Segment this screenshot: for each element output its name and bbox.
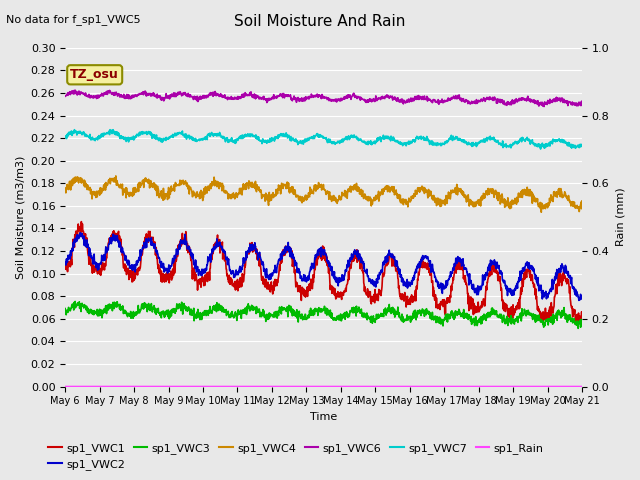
Text: Soil Moisture And Rain: Soil Moisture And Rain (234, 14, 406, 29)
Text: No data for f_sp1_VWC5: No data for f_sp1_VWC5 (6, 14, 141, 25)
Legend: sp1_VWC1, sp1_VWC2, sp1_VWC3, sp1_VWC4, sp1_VWC6, sp1_VWC7, sp1_Rain: sp1_VWC1, sp1_VWC2, sp1_VWC3, sp1_VWC4, … (44, 438, 548, 474)
X-axis label: Time: Time (310, 412, 337, 422)
Text: TZ_osu: TZ_osu (70, 68, 119, 81)
Y-axis label: Rain (mm): Rain (mm) (615, 188, 625, 246)
Y-axis label: Soil Moisture (m3/m3): Soil Moisture (m3/m3) (15, 156, 25, 279)
